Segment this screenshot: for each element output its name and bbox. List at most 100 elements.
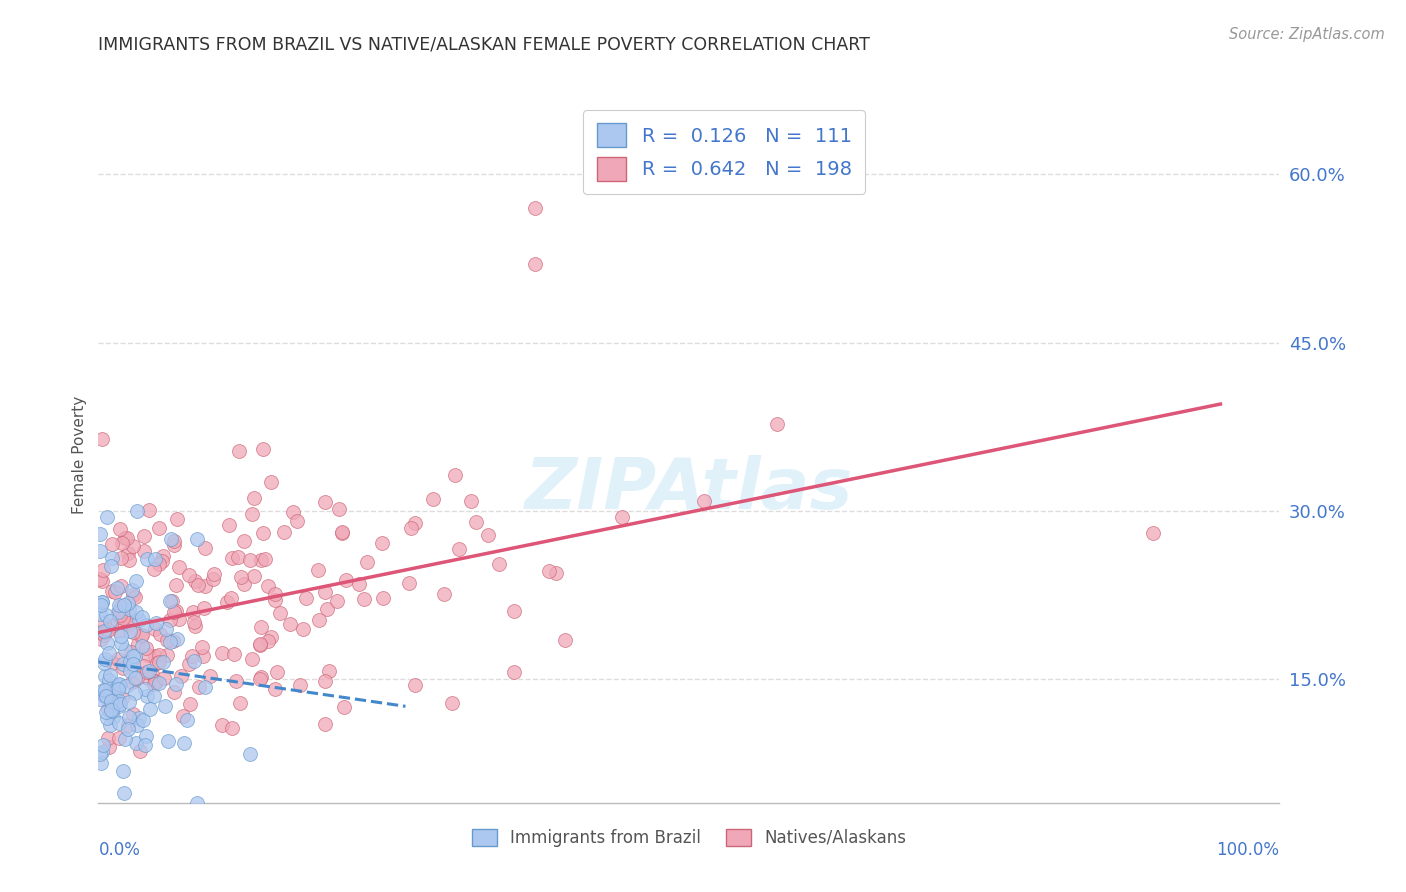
Point xyxy=(118,624,141,638)
Point xyxy=(135,617,157,632)
Point xyxy=(263,587,285,601)
Point xyxy=(114,642,136,657)
Point xyxy=(96,711,118,725)
Point xyxy=(112,598,135,612)
Text: 100.0%: 100.0% xyxy=(1216,841,1279,859)
Point xyxy=(142,677,165,691)
Point xyxy=(524,257,547,271)
Point xyxy=(148,655,170,669)
Point xyxy=(217,595,239,609)
Point xyxy=(97,702,120,716)
Point xyxy=(314,717,336,731)
Point xyxy=(122,588,145,602)
Point xyxy=(93,615,115,630)
Point xyxy=(89,747,111,761)
Point xyxy=(150,554,173,568)
Point xyxy=(110,580,132,594)
Point xyxy=(283,505,305,519)
Point xyxy=(117,531,139,545)
Point xyxy=(162,684,184,698)
Point xyxy=(221,591,243,605)
Point xyxy=(105,694,128,708)
Point xyxy=(288,678,311,692)
Point xyxy=(225,674,247,689)
Point xyxy=(148,648,170,662)
Point xyxy=(159,593,181,607)
Point xyxy=(243,491,266,505)
Point xyxy=(134,529,156,543)
Point xyxy=(108,608,131,623)
Point xyxy=(173,736,195,750)
Point xyxy=(101,704,124,718)
Point xyxy=(256,633,278,648)
Text: 0.0%: 0.0% xyxy=(98,841,141,859)
Point xyxy=(183,615,205,629)
Point xyxy=(127,671,149,685)
Point xyxy=(125,504,148,518)
Point xyxy=(294,591,316,606)
Point xyxy=(259,475,281,490)
Point xyxy=(90,632,112,646)
Point xyxy=(314,495,336,509)
Point xyxy=(211,646,233,660)
Point xyxy=(307,563,329,577)
Point xyxy=(179,567,201,582)
Point xyxy=(1142,525,1164,540)
Point xyxy=(166,632,188,646)
Point xyxy=(169,669,191,683)
Point xyxy=(250,553,273,567)
Point xyxy=(93,624,115,639)
Point xyxy=(101,537,124,551)
Point xyxy=(373,591,395,605)
Point xyxy=(131,639,153,653)
Point xyxy=(191,640,214,655)
Point xyxy=(404,516,426,530)
Point xyxy=(91,595,114,609)
Point xyxy=(252,442,274,457)
Point xyxy=(121,582,143,597)
Point xyxy=(101,693,124,707)
Point xyxy=(134,738,156,752)
Point xyxy=(326,593,349,607)
Point xyxy=(240,507,263,521)
Point xyxy=(121,539,143,553)
Point xyxy=(128,711,150,725)
Point xyxy=(252,526,274,541)
Point xyxy=(766,417,789,432)
Point xyxy=(333,700,356,714)
Point xyxy=(107,652,129,666)
Point xyxy=(100,693,122,707)
Point xyxy=(117,717,139,731)
Point xyxy=(256,579,278,593)
Point xyxy=(166,512,188,526)
Point xyxy=(314,674,336,689)
Point xyxy=(118,695,141,709)
Point xyxy=(250,620,273,634)
Point xyxy=(96,636,118,650)
Point xyxy=(108,606,131,620)
Legend: Immigrants from Brazil, Natives/Alaskans: Immigrants from Brazil, Natives/Alaskans xyxy=(465,822,912,854)
Point xyxy=(187,680,209,694)
Point xyxy=(117,723,139,737)
Point xyxy=(228,444,250,458)
Point xyxy=(264,682,287,697)
Point xyxy=(125,605,148,619)
Point xyxy=(96,510,118,524)
Point xyxy=(172,709,194,723)
Point xyxy=(107,606,129,620)
Point xyxy=(110,629,132,643)
Point xyxy=(136,665,159,679)
Point xyxy=(266,665,288,679)
Point xyxy=(110,678,132,692)
Point xyxy=(160,532,183,546)
Point xyxy=(91,563,114,577)
Point xyxy=(100,559,122,574)
Point xyxy=(89,527,111,541)
Point xyxy=(136,672,159,686)
Point xyxy=(465,515,488,529)
Point xyxy=(308,613,330,627)
Point xyxy=(503,604,526,618)
Point xyxy=(177,657,200,672)
Point xyxy=(222,648,245,662)
Point xyxy=(159,614,181,628)
